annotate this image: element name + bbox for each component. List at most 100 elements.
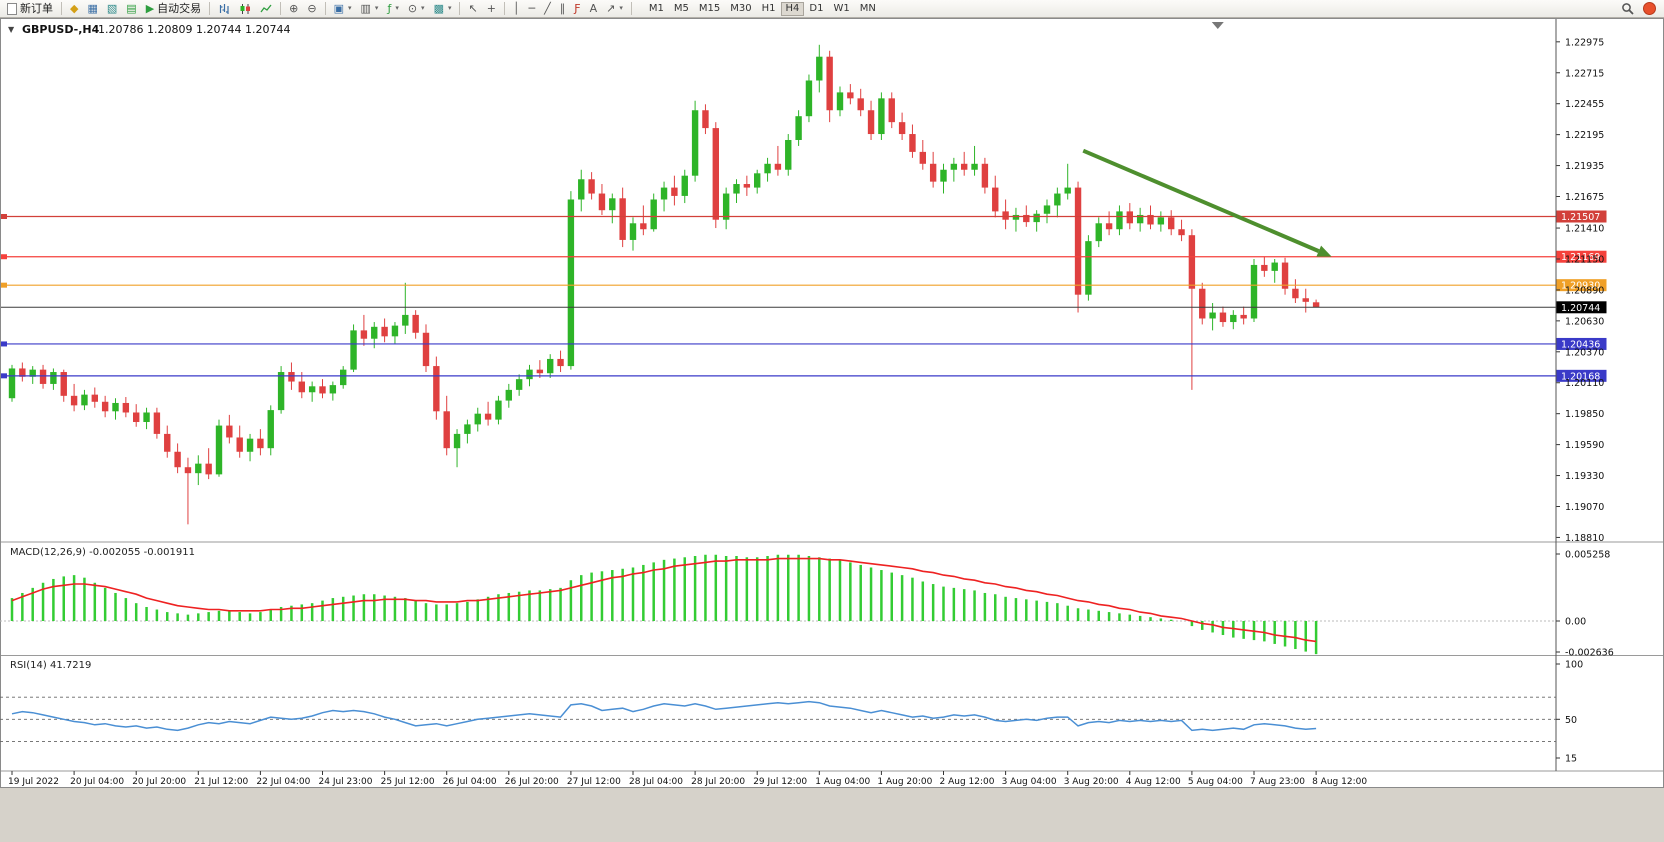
search-button[interactable] [1617, 1, 1638, 16]
terminal-button[interactable]: ▤ [122, 1, 140, 16]
one-click-trading-icon[interactable]: ▼ [8, 25, 15, 34]
notification-badge-icon[interactable] [1643, 2, 1656, 15]
horizontal-line-button[interactable]: ─ [525, 1, 540, 16]
bar-chart-button[interactable] [214, 1, 234, 16]
svg-text:1.18810: 1.18810 [1565, 533, 1604, 544]
svg-text:4 Aug 12:00: 4 Aug 12:00 [1126, 777, 1181, 787]
indicators-button[interactable]: ƒ ▾ [383, 1, 402, 16]
arrows-tool-button[interactable]: ↗ ▾ [602, 1, 627, 16]
channel-icon: ∥ [559, 2, 566, 15]
trendline-button[interactable]: ╱ [540, 1, 555, 16]
arrows-tool-icon: ↗ [606, 2, 616, 15]
new-chart-button[interactable]: ▣ ▾ [330, 1, 356, 16]
svg-text:100: 100 [1565, 660, 1583, 671]
svg-text:1.21150: 1.21150 [1565, 254, 1604, 265]
timeframe-h4[interactable]: H4 [780, 1, 805, 16]
profiles-button[interactable]: ▥ ▾ [357, 1, 383, 16]
svg-text:1.20168: 1.20168 [1561, 371, 1600, 382]
crosshair-button[interactable]: + [483, 1, 500, 16]
dropdown-arrow-icon: ▾ [348, 4, 352, 12]
text-tool-icon: A [589, 2, 598, 15]
svg-text:28 Jul 20:00: 28 Jul 20:00 [691, 777, 745, 787]
zoom-in-icon: ⊕ [289, 2, 299, 15]
timeframe-d1[interactable]: D1 [804, 2, 828, 16]
svg-text:20 Jul 20:00: 20 Jul 20:00 [132, 777, 186, 787]
dropdown-arrow-icon: ▾ [395, 4, 399, 12]
navigator-button[interactable]: ▧ [103, 1, 121, 16]
svg-text:1.21675: 1.21675 [1565, 192, 1604, 203]
templates-icon: ▩ [433, 2, 444, 15]
fibonacci-icon: Ƒ [574, 2, 581, 15]
svg-text:5 Aug 04:00: 5 Aug 04:00 [1188, 777, 1243, 787]
dropdown-arrow-icon: ▾ [447, 4, 452, 12]
timeframe-m30[interactable]: M30 [725, 2, 756, 16]
crosshair-icon: + [486, 2, 496, 15]
navigator-icon: ▧ [106, 2, 118, 15]
svg-text:27 Jul 12:00: 27 Jul 12:00 [567, 777, 621, 787]
terminal-icon: ▤ [126, 2, 137, 15]
svg-text:1.20630: 1.20630 [1565, 316, 1604, 327]
svg-text:50: 50 [1565, 715, 1577, 726]
dropdown-arrow-icon: ▾ [619, 4, 623, 12]
svg-text:29 Jul 12:00: 29 Jul 12:00 [753, 777, 807, 787]
svg-text:1.22975: 1.22975 [1565, 37, 1604, 48]
templates-button[interactable]: ▩ ▾ [430, 1, 456, 16]
svg-text:1 Aug 20:00: 1 Aug 20:00 [877, 777, 932, 787]
autotrading-play-icon: ▶ [145, 2, 155, 15]
timeframe-m15[interactable]: M15 [694, 2, 725, 16]
indicators-icon: ƒ [387, 2, 392, 15]
text-tool-button[interactable]: A [586, 1, 602, 16]
autotrading-button[interactable]: ▶ 自动交易 [142, 1, 205, 16]
zoom-out-button[interactable]: ⊖ [303, 1, 320, 16]
chart-title: GBPUSD-,H4 [22, 23, 100, 36]
chart-canvas[interactable]: 1.21507 1.21169 1.20930 1.20436 1.20168 1.207… [0, 18, 1664, 838]
svg-text:0.00: 0.00 [1565, 617, 1586, 628]
timeframe-m1[interactable]: M1 [644, 2, 669, 16]
data-window-icon: ▦ [87, 2, 98, 15]
fibonacci-button[interactable]: Ƒ [570, 1, 584, 16]
profiles-icon: ▥ [360, 2, 371, 15]
line-chart-button[interactable] [256, 1, 276, 16]
timeframe-w1[interactable]: W1 [828, 2, 854, 16]
toolbar-right-group [1617, 1, 1661, 16]
horizontal-line-icon: ─ [528, 2, 536, 15]
periods-button[interactable]: ⊙ ▾ [404, 1, 429, 16]
channel-button[interactable]: ∥ [556, 1, 570, 16]
svg-text:1 Aug 04:00: 1 Aug 04:00 [815, 777, 870, 787]
new-order-button[interactable]: 新订单 [3, 1, 57, 16]
market-watch-button[interactable]: ◆ [66, 1, 82, 16]
candlestick-chart-icon [240, 3, 251, 14]
main-toolbar: 新订单 ◆ ▦ ▧ ▤ ▶ 自动交易 ⊕ ⊖ ▣ ▾ ▥ ▾ ƒ ▾ ⊙ ▾ ▩ ▾ ↖ … [0, 0, 1664, 18]
svg-text:3 Aug 04:00: 3 Aug 04:00 [1002, 777, 1057, 787]
vertical-line-button[interactable]: │ [509, 1, 524, 16]
chart-window: 1.21507 1.21169 1.20930 1.20436 1.20168 1.207… [0, 18, 1664, 838]
dropdown-arrow-icon: ▾ [374, 4, 379, 12]
line-chart-icon [260, 4, 272, 12]
timeframe-mn[interactable]: MN [855, 2, 881, 16]
dropdown-arrow-icon: ▾ [421, 4, 425, 12]
svg-text:1.22715: 1.22715 [1565, 68, 1604, 79]
svg-text:25 Jul 12:00: 25 Jul 12:00 [381, 777, 435, 787]
svg-text:7 Aug 23:00: 7 Aug 23:00 [1250, 777, 1305, 787]
chart-ohlc-values: 1.20786 1.20809 1.20744 1.20744 [98, 23, 290, 36]
rsi-label: RSI(14) 41.7219 [10, 660, 91, 671]
svg-text:1.22195: 1.22195 [1565, 130, 1604, 141]
svg-text:1.19070: 1.19070 [1565, 502, 1604, 513]
data-window-button[interactable]: ▦ [83, 1, 101, 16]
new-order-label: 新订单 [20, 2, 53, 15]
svg-text:3 Aug 20:00: 3 Aug 20:00 [1064, 777, 1119, 787]
svg-text:0.005258: 0.005258 [1565, 550, 1610, 561]
toolbar-separator [503, 2, 505, 15]
candlestick-chart-button[interactable] [235, 1, 255, 16]
macd-label: MACD(12,26,9) -0.002055 -0.001911 [10, 547, 195, 558]
zoom-in-button[interactable]: ⊕ [285, 1, 302, 16]
svg-text:1.21410: 1.21410 [1565, 224, 1604, 235]
trendline-icon: ╱ [544, 2, 551, 15]
timeframe-group: M1 M5 M15 M30 H1 H4 D1 W1 MN [644, 1, 881, 16]
cursor-button[interactable]: ↖ [464, 1, 481, 16]
svg-text:1.20370: 1.20370 [1565, 347, 1604, 358]
svg-text:2 Aug 12:00: 2 Aug 12:00 [940, 777, 995, 787]
timeframe-h1[interactable]: H1 [757, 2, 781, 16]
timeframe-m5[interactable]: M5 [669, 2, 694, 16]
chart-plot[interactable]: 1.21507 1.21169 1.20930 1.20436 1.20168 1.207… [0, 18, 1664, 838]
